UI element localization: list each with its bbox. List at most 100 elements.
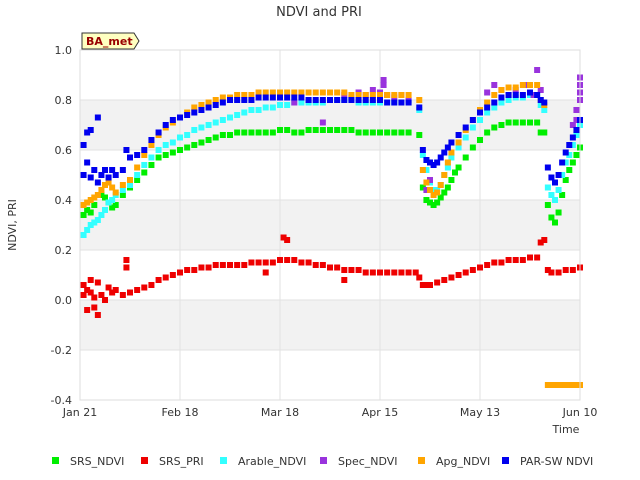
point-srs-ndvi (191, 142, 198, 148)
point-arable-ndvi (227, 114, 233, 121)
point-arable-ndvi (91, 219, 98, 226)
point-par-sw-ndvi (552, 179, 558, 186)
point-srs-ndvi (548, 214, 555, 221)
point-srs-ndvi (437, 194, 444, 201)
point-apg-ndvi (362, 92, 369, 98)
point-par-sw-ndvi (362, 97, 369, 103)
point-srs-pri (434, 279, 441, 286)
point-apg-ndvi (234, 92, 241, 98)
point-srs-pri (191, 267, 198, 273)
point-par-sw-ndvi (505, 92, 512, 98)
band-0 (80, 350, 580, 400)
point-srs-pri (384, 269, 391, 276)
point-apg-ndvi (527, 82, 533, 88)
point-par-sw-ndvi (241, 97, 248, 103)
point-arable-ndvi (105, 199, 112, 206)
point-srs-pri (491, 259, 498, 266)
point-apg-ndvi (398, 92, 405, 98)
point-srs-pri (269, 259, 276, 266)
point-par-sw-ndvi (355, 97, 362, 103)
point-srs-ndvi (241, 129, 248, 136)
point-par-sw-ndvi (573, 127, 580, 133)
point-srs-ndvi (562, 177, 569, 183)
point-par-sw-ndvi (191, 109, 198, 116)
point-srs-pri (112, 287, 119, 293)
point-par-sw-ndvi (284, 94, 291, 101)
point-srs-ndvi (534, 119, 541, 126)
point-apg-ndvi (534, 82, 541, 88)
point-par-sw-ndvi (80, 172, 87, 178)
point-srs-pri (319, 262, 326, 268)
point-par-sw-ndvi (234, 97, 241, 103)
point-par-sw-ndvi (441, 149, 448, 156)
point-arable-ndvi (80, 232, 87, 238)
point-apg-ndvi (305, 89, 312, 96)
point-apg-ndvi (498, 87, 505, 93)
y-tick-label: -0.4 (51, 394, 72, 407)
point-srs-ndvi (441, 189, 448, 196)
point-srs-pri (519, 257, 526, 263)
point-arable-ndvi (541, 107, 548, 113)
point-apg-ndvi (391, 92, 398, 98)
point-srs-pri (369, 269, 376, 276)
point-apg-ndvi (377, 92, 383, 98)
point-srs-ndvi (477, 137, 483, 143)
point-par-sw-ndvi (198, 107, 205, 113)
point-apg-ndvi (405, 92, 412, 98)
point-par-sw-ndvi (562, 149, 569, 156)
point-srs-pri (462, 269, 469, 276)
x-axis-label: Time (552, 423, 580, 436)
point-arable-ndvi (155, 147, 162, 153)
point-apg-ndvi (212, 97, 219, 103)
point-srs-ndvi (391, 129, 398, 136)
legend-label-apg-ndvi: Apg_NDVI (436, 455, 490, 468)
point-arable-ndvi (552, 197, 558, 203)
point-apg-ndvi (573, 382, 580, 388)
point-srs-pri (327, 264, 333, 271)
point-par-sw-ndvi (548, 174, 555, 181)
point-srs-pri (527, 254, 533, 261)
point-arable-ndvi (177, 134, 183, 141)
point-srs-pri (277, 257, 283, 263)
legend-swatch-par-sw-ndvi (502, 457, 509, 464)
point-srs-pri (562, 267, 569, 273)
point-arable-ndvi (498, 99, 505, 106)
point-srs-ndvi (527, 119, 533, 126)
point-par-sw-ndvi (448, 139, 455, 146)
point-srs-ndvi (334, 127, 341, 133)
point-arable-ndvi (98, 212, 105, 218)
point-arable-ndvi (234, 112, 241, 118)
point-srs-pri (84, 307, 91, 313)
point-apg-ndvi (519, 82, 526, 88)
point-arable-ndvi (277, 102, 283, 108)
point-srs-pri (119, 292, 126, 298)
band-4 (80, 150, 580, 200)
point-apg-ndvi (327, 89, 333, 96)
point-par-sw-ndvi (319, 97, 326, 103)
point-apg-ndvi (455, 139, 462, 146)
point-srs-ndvi (284, 127, 291, 133)
legend-swatch-apg-ndvi (418, 457, 425, 464)
point-par-sw-ndvi (434, 159, 441, 166)
point-par-sw-ndvi (369, 97, 376, 103)
point-par-sw-ndvi (177, 114, 183, 121)
point-apg-ndvi (109, 184, 116, 191)
point-arable-ndvi (119, 187, 126, 193)
band-2 (80, 250, 580, 300)
point-srs-pri (469, 267, 476, 273)
x-tick-label: Feb 18 (162, 406, 199, 419)
point-arable-ndvi (423, 167, 430, 173)
point-spec-ndvi (380, 82, 387, 88)
point-srs-pri (548, 269, 555, 276)
point-srs-ndvi (234, 129, 241, 136)
point-srs-ndvi (427, 199, 433, 206)
point-srs-pri (341, 267, 348, 273)
point-par-sw-ndvi (227, 97, 233, 103)
point-apg-ndvi (191, 104, 198, 111)
point-arable-ndvi (212, 119, 219, 126)
x-tick-label: May 13 (460, 406, 500, 419)
point-srs-ndvi (262, 129, 269, 136)
point-srs-pri (105, 284, 112, 291)
point-srs-pri (248, 259, 255, 266)
point-srs-pri (109, 289, 116, 296)
